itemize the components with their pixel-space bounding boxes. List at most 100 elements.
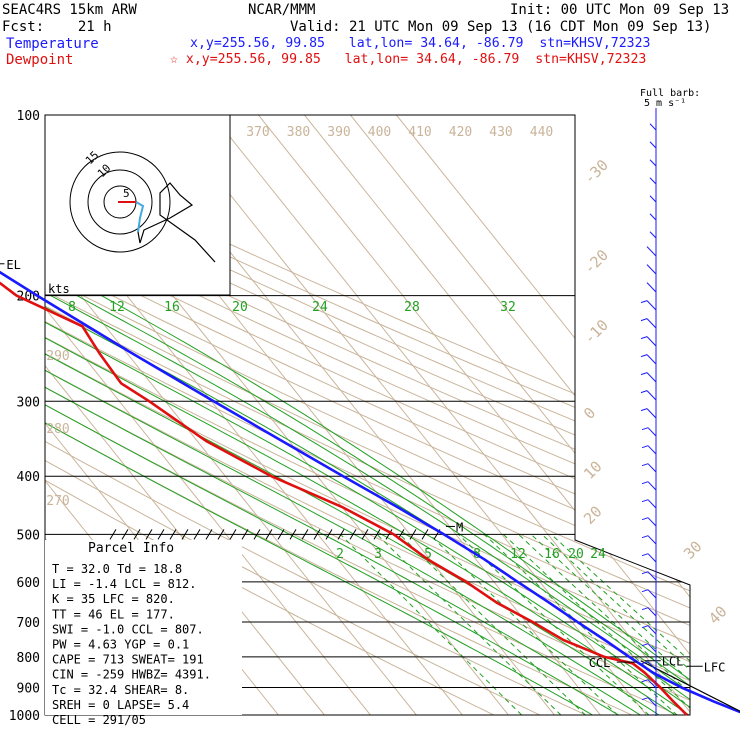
wind-barb (647, 499, 657, 509)
isotherm-label: -30 (580, 156, 612, 188)
isotherm-line (258, 115, 690, 715)
wind-barb-flag (641, 445, 649, 449)
wind-barb (647, 697, 657, 707)
dry-adiabat-line (45, 115, 568, 715)
isotherm-line (45, 115, 335, 715)
wind-barb (647, 661, 657, 671)
init-time: Init: 00 UTC Mon 09 Sep 13 (510, 2, 730, 18)
dry-adiabat-line (45, 115, 690, 715)
parcel-path (640, 660, 740, 712)
hatch-mark (277, 529, 285, 540)
melting-level-label: M (456, 520, 463, 534)
wind-barb (646, 390, 657, 401)
isotherm-line (304, 115, 690, 715)
wind-barb-flag (641, 553, 649, 557)
parcel-info-row: SWI = -1.0 CCL = 807. (52, 622, 204, 636)
parcel-info-row: SREH = 0 LAPSE= 5.4 (52, 698, 189, 712)
pressure-label: 400 (17, 470, 40, 485)
wind-barb (646, 264, 657, 275)
hatch-mark (253, 529, 261, 540)
dry-adiabat-line (45, 115, 690, 715)
wind-barb-flag (641, 427, 649, 431)
dry-adiabat-line (45, 115, 690, 715)
isotherm-line (166, 115, 657, 715)
wind-barb (649, 195, 657, 203)
mixing-ratio-label: 32 (500, 300, 516, 315)
parcel-info-row: PW = 4.63 YGP = 0.1 (52, 638, 189, 652)
temperature-station-info: x,y=255.56, 99.85 lat,lon= 34.64, -86.79… (190, 36, 651, 51)
wind-barb-flag (641, 517, 649, 521)
mixing-ratio-lines (340, 534, 690, 715)
isotherm-line (212, 115, 690, 715)
wind-barbs: Full barb:5 m s⁻¹ (640, 88, 700, 716)
hatch-mark (337, 529, 345, 540)
moist-adiabat-line (101, 295, 690, 715)
isotherm-line (45, 115, 427, 715)
parcel-info-title: Parcel Info (88, 541, 174, 556)
mixing-ratio-line (541, 534, 690, 715)
hatch-mark (409, 529, 417, 540)
hatch-mark (373, 529, 381, 540)
hatch-mark (121, 529, 129, 540)
dry-adiabat-line (45, 115, 690, 715)
mixing-ratio-label: 12 (510, 547, 526, 562)
temperature-profile (0, 270, 740, 714)
dry-adiabat-line (45, 115, 690, 715)
lcl-label: LCL (662, 655, 684, 669)
wind-barb (647, 625, 657, 635)
parcel-info-row: Tc = 32.4 SHEAR= 8. (52, 683, 189, 697)
mixing-ratio-line (530, 534, 690, 715)
parcel-info-row: LI = -1.4 LCL = 812. (52, 577, 197, 591)
hatch-mark (109, 529, 117, 540)
hatch-mark (385, 529, 393, 540)
hodograph-ring (69, 151, 171, 253)
dry-adiabat-line (45, 115, 690, 715)
hodograph-units: kts (48, 282, 70, 296)
mixing-ratio-line (340, 534, 535, 715)
level-markers: EL LCL LFC CCL M (0, 258, 725, 674)
theta-label: 400 (368, 125, 391, 140)
wind-barb (647, 643, 657, 653)
wind-barb (647, 427, 657, 437)
wind-barb-flag (641, 643, 649, 647)
model-name: SEAC4RS 15km ARW (2, 2, 137, 18)
isotherm-label: -10 (580, 316, 612, 348)
pressure-label: 100 (17, 109, 40, 124)
mixing-ratio-labels: 8 12 16 20 24 28 322 3 5 8 12 16 20 24 (68, 300, 606, 562)
theta-label: 420 (449, 125, 472, 140)
parcel-info-box: Parcel Info T = 32.0 Td = 18.8LI = -1.4 L… (45, 540, 242, 727)
mixing-ratio-label: 24 (312, 300, 328, 315)
pressure-label: 300 (17, 395, 40, 410)
theta-label: 440 (530, 125, 553, 140)
wind-barb (646, 372, 657, 383)
theta-label: 410 (408, 125, 431, 140)
isotherm-label: 30 (680, 537, 706, 563)
wind-barb-flag (640, 300, 648, 304)
hatch-mark (205, 529, 213, 540)
mixing-ratio-label: 16 (544, 547, 560, 562)
moist-adiabat-line (45, 295, 640, 715)
dry-adiabat-line (45, 115, 690, 715)
mixing-ratio-line (550, 534, 690, 715)
mixing-ratio-label: 8 (68, 300, 76, 315)
moist-adiabat-line (45, 295, 679, 715)
wind-barb (646, 336, 657, 347)
hatch-mark (241, 529, 249, 540)
dewpoint-label: Dewpoint (6, 52, 74, 68)
wind-barb-flag (641, 589, 649, 593)
dewpoint-profile (0, 281, 688, 716)
wind-barb (647, 481, 657, 491)
wind-barb (646, 318, 657, 329)
wind-barb (649, 123, 657, 131)
wind-barb-flag (640, 408, 648, 412)
hatch-mark (301, 529, 309, 540)
wind-barb (646, 300, 657, 311)
mixing-ratio-line (399, 534, 599, 715)
dry-adiabat-line (45, 115, 690, 715)
dewpoint-station-info: ☆ x,y=255.56, 99.85 lat,lon= 34.64, -86.… (170, 52, 647, 67)
wind-barb (649, 213, 657, 221)
dry-adiabat-line (45, 115, 690, 715)
wind-barb-flag (641, 463, 649, 467)
